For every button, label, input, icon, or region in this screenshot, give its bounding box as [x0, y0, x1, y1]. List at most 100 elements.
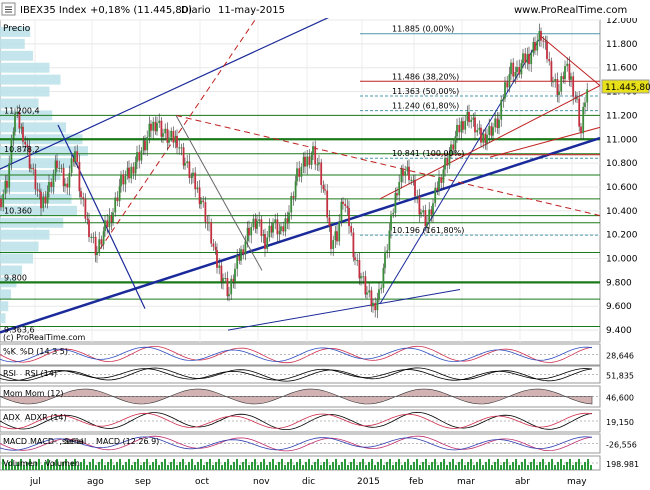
candle-body	[412, 179, 415, 181]
candle-body	[374, 302, 377, 311]
volume-bar	[107, 462, 109, 470]
volume-bar	[77, 465, 79, 470]
volume-bar	[380, 459, 382, 470]
watermark: (c) ProRealTime.com	[3, 333, 86, 342]
candle-body	[230, 278, 233, 295]
candle-body	[88, 220, 90, 238]
x-tick-label: oct	[195, 477, 209, 487]
volume-bar	[194, 465, 196, 470]
volume-bar	[494, 462, 496, 470]
volume-bar	[197, 462, 199, 470]
volume-bar	[11, 459, 13, 470]
volume-bar	[374, 465, 376, 470]
indicator-name: RSI	[3, 369, 16, 378]
candle-body	[526, 54, 529, 63]
volume-bar	[74, 459, 76, 470]
candle-body	[216, 249, 218, 268]
volume-bar	[104, 465, 106, 470]
candle-body	[540, 31, 542, 41]
candle-body	[144, 140, 146, 151]
candle-body	[424, 210, 427, 227]
candle-body	[414, 179, 416, 197]
volume-bar	[416, 459, 418, 470]
candle-body	[110, 215, 113, 223]
volume-bar	[14, 465, 16, 470]
candle-body	[368, 290, 371, 293]
trend-line	[0, 136, 601, 334]
candle-body	[430, 209, 433, 215]
candle-body	[212, 243, 215, 247]
volume-bar	[497, 459, 499, 470]
candle-body	[530, 53, 533, 65]
volume-bar	[17, 462, 19, 470]
volume-bar	[419, 465, 421, 470]
volume-bar	[560, 459, 562, 470]
candle-body	[154, 121, 157, 132]
volume-profile-bar	[0, 74, 61, 85]
volume-bar	[317, 459, 319, 470]
volume-bar	[281, 459, 283, 470]
candle-body	[4, 180, 7, 194]
volume-bar	[335, 459, 337, 470]
y-tick-label: 11.000	[606, 135, 638, 145]
menu-icon[interactable]	[1, 2, 16, 16]
candle-body	[492, 127, 494, 136]
candle-body	[112, 212, 114, 223]
candle-body	[156, 123, 158, 132]
volume-bar	[176, 465, 178, 470]
candle-body	[334, 231, 337, 241]
candle-body	[372, 302, 374, 307]
candle-body	[370, 290, 373, 307]
trend-line	[0, 13, 337, 170]
volume-bar	[506, 459, 508, 470]
volume-bar	[365, 465, 367, 470]
candle-body	[562, 76, 565, 80]
candle-body	[434, 187, 437, 204]
level-label: 10.878,2	[4, 145, 40, 154]
volume-bar	[311, 465, 313, 470]
volume-bar	[542, 459, 544, 470]
candle-body	[552, 81, 554, 83]
date-text: 11-may-2015	[218, 5, 285, 16]
volume-bar	[257, 465, 259, 470]
candle-body	[122, 174, 125, 185]
candle-body	[476, 130, 479, 133]
candle-body	[152, 121, 155, 131]
candle-body	[290, 195, 293, 213]
candle-body	[280, 226, 282, 231]
volume-bar	[455, 465, 457, 470]
indicator-name: Volumen	[3, 459, 38, 468]
candle-body	[352, 232, 355, 258]
candle-body	[512, 62, 515, 77]
candle-body	[228, 294, 230, 297]
y-tick-label: 9.600	[606, 302, 632, 312]
volume-bar	[572, 465, 574, 470]
volume-bar	[221, 465, 223, 470]
volume-bar	[245, 459, 247, 470]
candle-body	[148, 123, 151, 137]
volume-bar	[329, 465, 331, 470]
candle-body	[134, 161, 137, 174]
candle-body	[18, 111, 21, 129]
candle-body	[406, 166, 409, 172]
volume-bar	[383, 465, 385, 470]
y-tick-label: 9.800	[606, 278, 632, 288]
candle-body	[220, 265, 223, 282]
candle-body	[106, 220, 109, 228]
candle-body	[202, 200, 205, 203]
candle-body	[496, 118, 499, 128]
candle-body	[490, 126, 493, 136]
volume-bar	[98, 462, 100, 470]
volume-bar	[422, 462, 424, 470]
candle-body	[56, 160, 58, 169]
volume-bar	[53, 462, 55, 470]
volume-bar	[146, 459, 148, 470]
candle-body	[6, 180, 8, 188]
volume-bar	[299, 459, 301, 470]
x-tick-label: dic	[302, 477, 315, 487]
candle-body	[556, 78, 559, 96]
y-tick-label: 11.200	[606, 111, 638, 121]
volume-bar	[278, 462, 280, 470]
candle-body	[278, 230, 281, 235]
